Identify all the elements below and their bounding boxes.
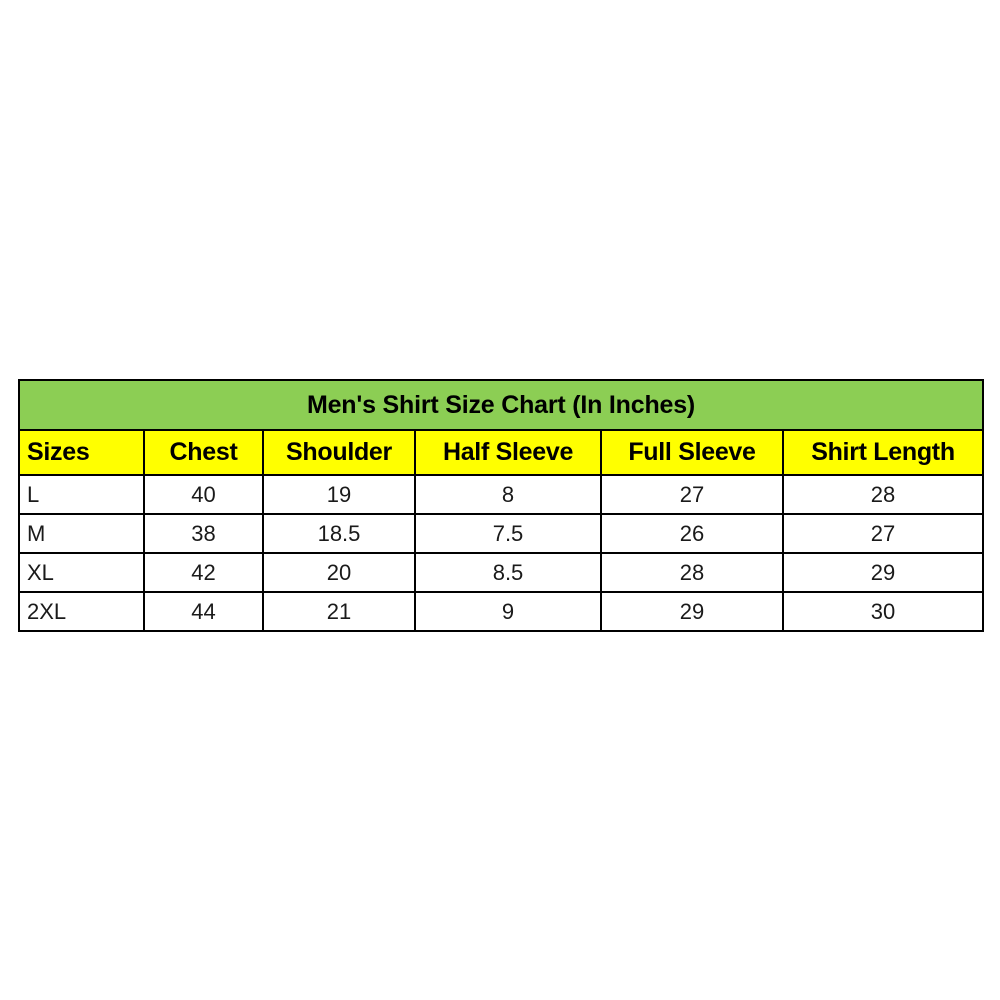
cell-shoulder: 19: [262, 474, 416, 515]
cell-shoulder: 21: [262, 591, 416, 632]
cell-size: L: [18, 474, 145, 515]
cell-half-sleeve: 7.5: [414, 513, 602, 554]
cell-full-sleeve: 26: [600, 513, 784, 554]
size-chart-table: Men's Shirt Size Chart (In Inches) Sizes…: [17, 379, 985, 632]
cell-size: 2XL: [18, 591, 145, 632]
column-header-shirt-length: Shirt Length: [781, 429, 985, 476]
column-header-sizes: Sizes: [18, 429, 145, 476]
column-header-chest: Chest: [143, 429, 264, 476]
table-row: M 38 18.5 7.5 26 27: [18, 513, 985, 554]
cell-shirt-length: 30: [781, 591, 985, 632]
cell-full-sleeve: 28: [600, 552, 784, 593]
cell-half-sleeve: 9: [414, 591, 602, 632]
cell-shirt-length: 28: [781, 474, 985, 515]
cell-chest: 44: [143, 591, 264, 632]
table-row: L 40 19 8 27 28: [18, 474, 985, 515]
cell-shirt-length: 29: [781, 552, 985, 593]
cell-half-sleeve: 8.5: [414, 552, 602, 593]
cell-chest: 42: [143, 552, 264, 593]
cell-size: M: [18, 513, 145, 554]
table-row: XL 42 20 8.5 28 29: [18, 552, 985, 593]
cell-full-sleeve: 27: [600, 474, 784, 515]
cell-shoulder: 20: [262, 552, 416, 593]
cell-shirt-length: 27: [781, 513, 985, 554]
cell-full-sleeve: 29: [600, 591, 784, 632]
chart-title-row: Men's Shirt Size Chart (In Inches): [17, 379, 985, 431]
column-header-half-sleeve: Half Sleeve: [414, 429, 602, 476]
size-chart-container: Men's Shirt Size Chart (In Inches) Sizes…: [17, 379, 985, 632]
column-header-row: Sizes Chest Shoulder Half Sleeve Full Sl…: [18, 429, 985, 476]
cell-chest: 40: [143, 474, 264, 515]
cell-half-sleeve: 8: [414, 474, 602, 515]
cell-chest: 38: [143, 513, 264, 554]
column-header-shoulder: Shoulder: [262, 429, 416, 476]
cell-shoulder: 18.5: [262, 513, 416, 554]
cell-size: XL: [18, 552, 145, 593]
chart-title: Men's Shirt Size Chart (In Inches): [17, 379, 985, 431]
table-row: 2XL 44 21 9 29 30: [18, 591, 985, 632]
column-header-full-sleeve: Full Sleeve: [600, 429, 784, 476]
